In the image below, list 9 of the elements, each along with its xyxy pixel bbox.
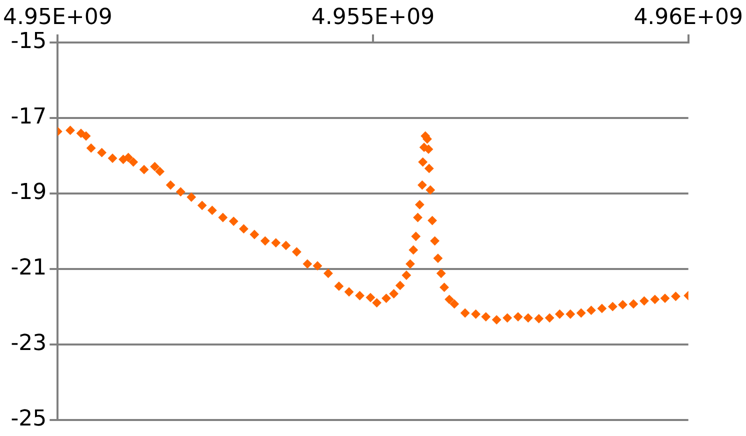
x-tick-label: 4.955E+09 <box>311 4 435 30</box>
y-tick-label: -17 <box>10 104 47 130</box>
y-tick-label: -23 <box>10 331 47 356</box>
y-tick-label: -19 <box>10 180 47 206</box>
y-tick-label: -25 <box>10 406 47 432</box>
y-tick-label: -21 <box>10 256 47 281</box>
x-tick-label: 4.95E+09 <box>3 4 112 30</box>
x-tick-label: 4.96E+09 <box>634 4 743 30</box>
y-tick-label: -15 <box>10 29 47 54</box>
